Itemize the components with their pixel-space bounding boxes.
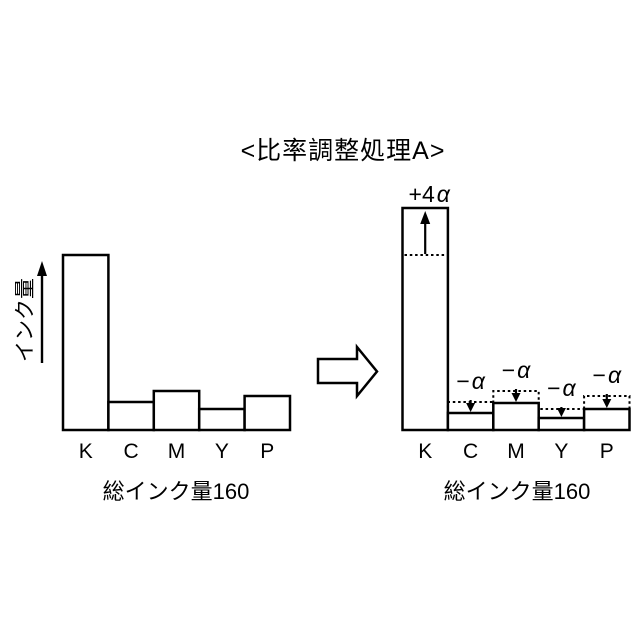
decrease-arrowhead-Y — [556, 408, 566, 417]
bar-label-M: M — [507, 440, 525, 463]
delta-label-Y: −α — [547, 375, 576, 401]
bar-M — [492, 401, 540, 432]
bar-M — [152, 389, 201, 432]
y-axis-label: インク量 — [14, 278, 37, 362]
ink-amount-axis-arrow — [37, 261, 47, 363]
bar-label-P: P — [260, 440, 274, 463]
bar-label-Y: Y — [215, 440, 229, 463]
previous-level-ghost-M — [492, 390, 540, 403]
bar-label-Y: Y — [554, 440, 568, 463]
delta-label-C: −α — [456, 368, 485, 394]
chart-after-caption: 総インク量160 — [443, 479, 591, 504]
bar-label-C: C — [124, 440, 139, 463]
bar-C — [446, 411, 495, 432]
delta-label-P: −α — [593, 362, 622, 388]
bar-label-K: K — [79, 440, 93, 463]
bar-K — [61, 253, 110, 432]
delta-label-K: +4α — [409, 181, 451, 207]
decrease-arrowhead-P — [602, 399, 612, 408]
bar-label-C: C — [463, 440, 478, 463]
chart-before-caption: 総インク量160 — [102, 479, 250, 504]
delta-label-M: −α — [502, 357, 531, 383]
bar-Y — [197, 407, 246, 432]
bar-label-P: P — [600, 440, 614, 463]
figure-title: <比率調整処理A> — [240, 137, 446, 165]
process-arrow-icon — [316, 343, 379, 400]
bar-P — [582, 407, 631, 432]
bar-label-M: M — [168, 440, 186, 463]
chart-after-plot: K +4α C −α M −α Y −α P −α — [401, 181, 631, 463]
bar-Y — [537, 416, 586, 432]
previous-level-ghost-P — [583, 395, 631, 409]
bar-label-K: K — [418, 440, 432, 463]
bar-C — [107, 400, 156, 432]
increase-arrowhead-K — [420, 211, 431, 224]
decrease-arrowhead-C — [466, 403, 476, 412]
decrease-arrowhead-M — [511, 393, 521, 402]
bar-P — [243, 394, 292, 432]
